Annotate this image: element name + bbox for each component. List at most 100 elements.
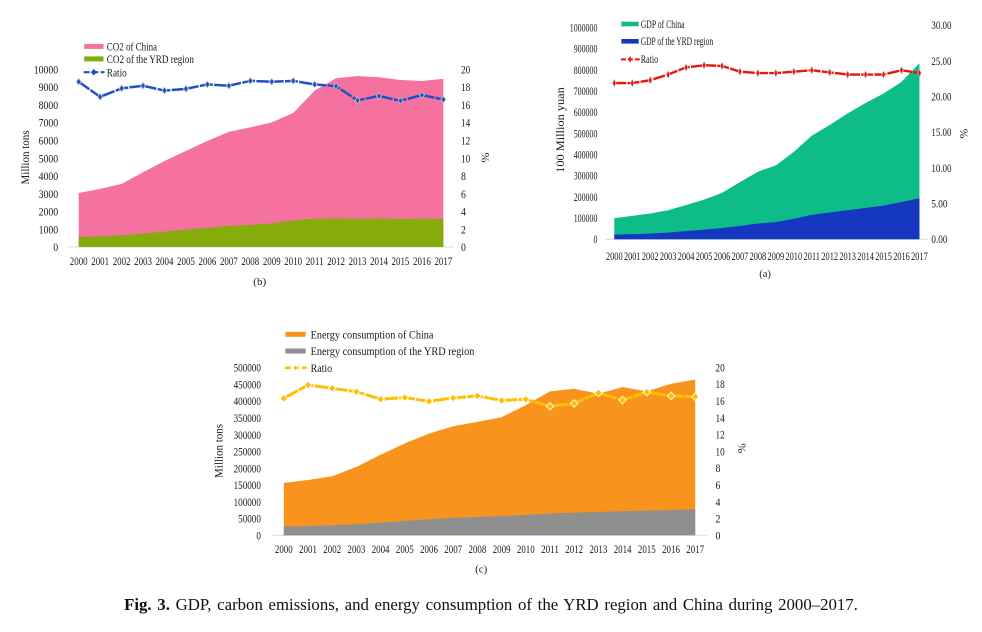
svg-text:2006: 2006 (199, 254, 217, 268)
svg-text:2017: 2017 (434, 254, 452, 268)
svg-text:800000: 800000 (574, 65, 598, 77)
svg-text:2: 2 (716, 512, 721, 526)
svg-text:2000: 2000 (70, 254, 88, 268)
svg-text:GDP of the YRD region: GDP of the YRD region (641, 36, 714, 48)
svg-text:2017: 2017 (911, 251, 928, 263)
svg-text:6000: 6000 (39, 133, 59, 147)
svg-text:200000: 200000 (234, 461, 261, 475)
svg-text:2016: 2016 (893, 251, 910, 263)
svg-text:(a): (a) (759, 269, 771, 280)
svg-text:(c): (c) (475, 563, 488, 575)
svg-text:400000: 400000 (234, 394, 261, 408)
svg-text:3000: 3000 (39, 187, 59, 201)
svg-text:2008: 2008 (469, 542, 487, 556)
svg-text:CO2 of the YRD region: CO2 of the YRD region (107, 52, 194, 66)
svg-text:16: 16 (461, 98, 470, 112)
svg-text:2007: 2007 (444, 542, 462, 556)
svg-text:6: 6 (461, 187, 466, 201)
svg-text:2013: 2013 (839, 251, 856, 263)
svg-text:2012: 2012 (565, 542, 583, 556)
svg-text:2001: 2001 (91, 254, 109, 268)
svg-text:2007: 2007 (732, 251, 749, 263)
svg-text:2008: 2008 (241, 254, 259, 268)
svg-text:30.00: 30.00 (931, 20, 951, 32)
svg-text:2014: 2014 (857, 251, 874, 263)
svg-text:8000: 8000 (39, 98, 59, 112)
svg-text:2013: 2013 (590, 542, 608, 556)
svg-text:%: % (735, 443, 749, 453)
svg-text:200000: 200000 (574, 192, 598, 204)
svg-text:2002: 2002 (323, 542, 341, 556)
svg-text:18: 18 (716, 377, 725, 391)
svg-text:GDP of China: GDP of China (641, 19, 685, 31)
svg-text:18: 18 (461, 80, 470, 94)
svg-text:500000: 500000 (234, 361, 261, 375)
svg-text:7000: 7000 (39, 116, 59, 130)
svg-text:2: 2 (461, 222, 466, 236)
svg-text:0: 0 (716, 528, 721, 542)
svg-text:2002: 2002 (113, 254, 131, 268)
svg-text:2005: 2005 (696, 251, 713, 263)
svg-text:2001: 2001 (624, 251, 641, 263)
svg-text:2009: 2009 (493, 542, 511, 556)
svg-text:50000: 50000 (238, 512, 261, 526)
svg-text:700000: 700000 (574, 86, 598, 98)
svg-text:20: 20 (461, 62, 470, 76)
svg-text:16: 16 (716, 394, 725, 408)
svg-text:2005: 2005 (396, 542, 414, 556)
svg-text:2016: 2016 (413, 254, 431, 268)
svg-text:2000: 2000 (275, 542, 293, 556)
svg-text:20: 20 (716, 360, 725, 374)
svg-text:2015: 2015 (875, 251, 892, 263)
svg-text:2005: 2005 (177, 254, 195, 268)
svg-text:4: 4 (716, 495, 721, 509)
svg-text:15.00: 15.00 (931, 127, 951, 139)
svg-text:20.00: 20.00 (931, 91, 951, 103)
svg-text:10: 10 (461, 151, 470, 165)
svg-text:2004: 2004 (678, 251, 695, 263)
svg-text:Ratio: Ratio (641, 54, 659, 66)
svg-text:2000: 2000 (606, 251, 623, 263)
svg-text:2015: 2015 (638, 542, 656, 556)
svg-text:10: 10 (716, 444, 725, 458)
svg-text:100000: 100000 (574, 213, 598, 225)
svg-text:Million tons: Million tons (18, 130, 32, 184)
svg-text:25.00: 25.00 (931, 56, 951, 68)
svg-text:2011: 2011 (803, 251, 820, 263)
svg-text:10000: 10000 (34, 62, 59, 76)
svg-text:2011: 2011 (306, 254, 324, 268)
svg-text:2017: 2017 (686, 542, 704, 556)
svg-text:2007: 2007 (220, 254, 238, 268)
svg-text:1000000: 1000000 (570, 23, 598, 35)
svg-text:0.00: 0.00 (931, 234, 947, 246)
svg-text:2009: 2009 (768, 251, 785, 263)
svg-text:Ratio: Ratio (311, 361, 333, 375)
svg-text:2010: 2010 (786, 251, 803, 263)
svg-text:2013: 2013 (349, 254, 367, 268)
svg-text:(b): (b) (253, 276, 266, 288)
svg-text:2002: 2002 (642, 251, 659, 263)
svg-text:250000: 250000 (234, 445, 261, 459)
svg-text:12: 12 (716, 428, 725, 442)
svg-text:2001: 2001 (299, 542, 317, 556)
svg-text:2003: 2003 (134, 254, 152, 268)
svg-text:2010: 2010 (284, 254, 302, 268)
svg-text:Fig. 3. GDP, carbon emissions,: Fig. 3. GDP, carbon emissions, and energ… (124, 595, 858, 614)
svg-text:2006: 2006 (420, 542, 438, 556)
svg-text:9000: 9000 (39, 80, 59, 94)
svg-text:2016: 2016 (662, 542, 680, 556)
svg-text:8: 8 (461, 169, 466, 183)
svg-text:100 Million yuan: 100 Million yuan (555, 87, 567, 173)
svg-text:10.00: 10.00 (931, 163, 951, 175)
svg-text:2012: 2012 (821, 251, 838, 263)
svg-text:2003: 2003 (348, 542, 366, 556)
svg-text:300000: 300000 (574, 171, 598, 183)
svg-text:4: 4 (461, 205, 466, 219)
svg-text:CO2 of China: CO2 of China (107, 40, 158, 54)
svg-text:Energy consumption of China: Energy consumption of China (311, 327, 434, 341)
svg-text:600000: 600000 (574, 107, 598, 119)
svg-text:500000: 500000 (574, 128, 598, 140)
svg-text:Ratio: Ratio (107, 65, 127, 79)
svg-text:2015: 2015 (392, 254, 410, 268)
svg-text:2014: 2014 (614, 542, 632, 556)
